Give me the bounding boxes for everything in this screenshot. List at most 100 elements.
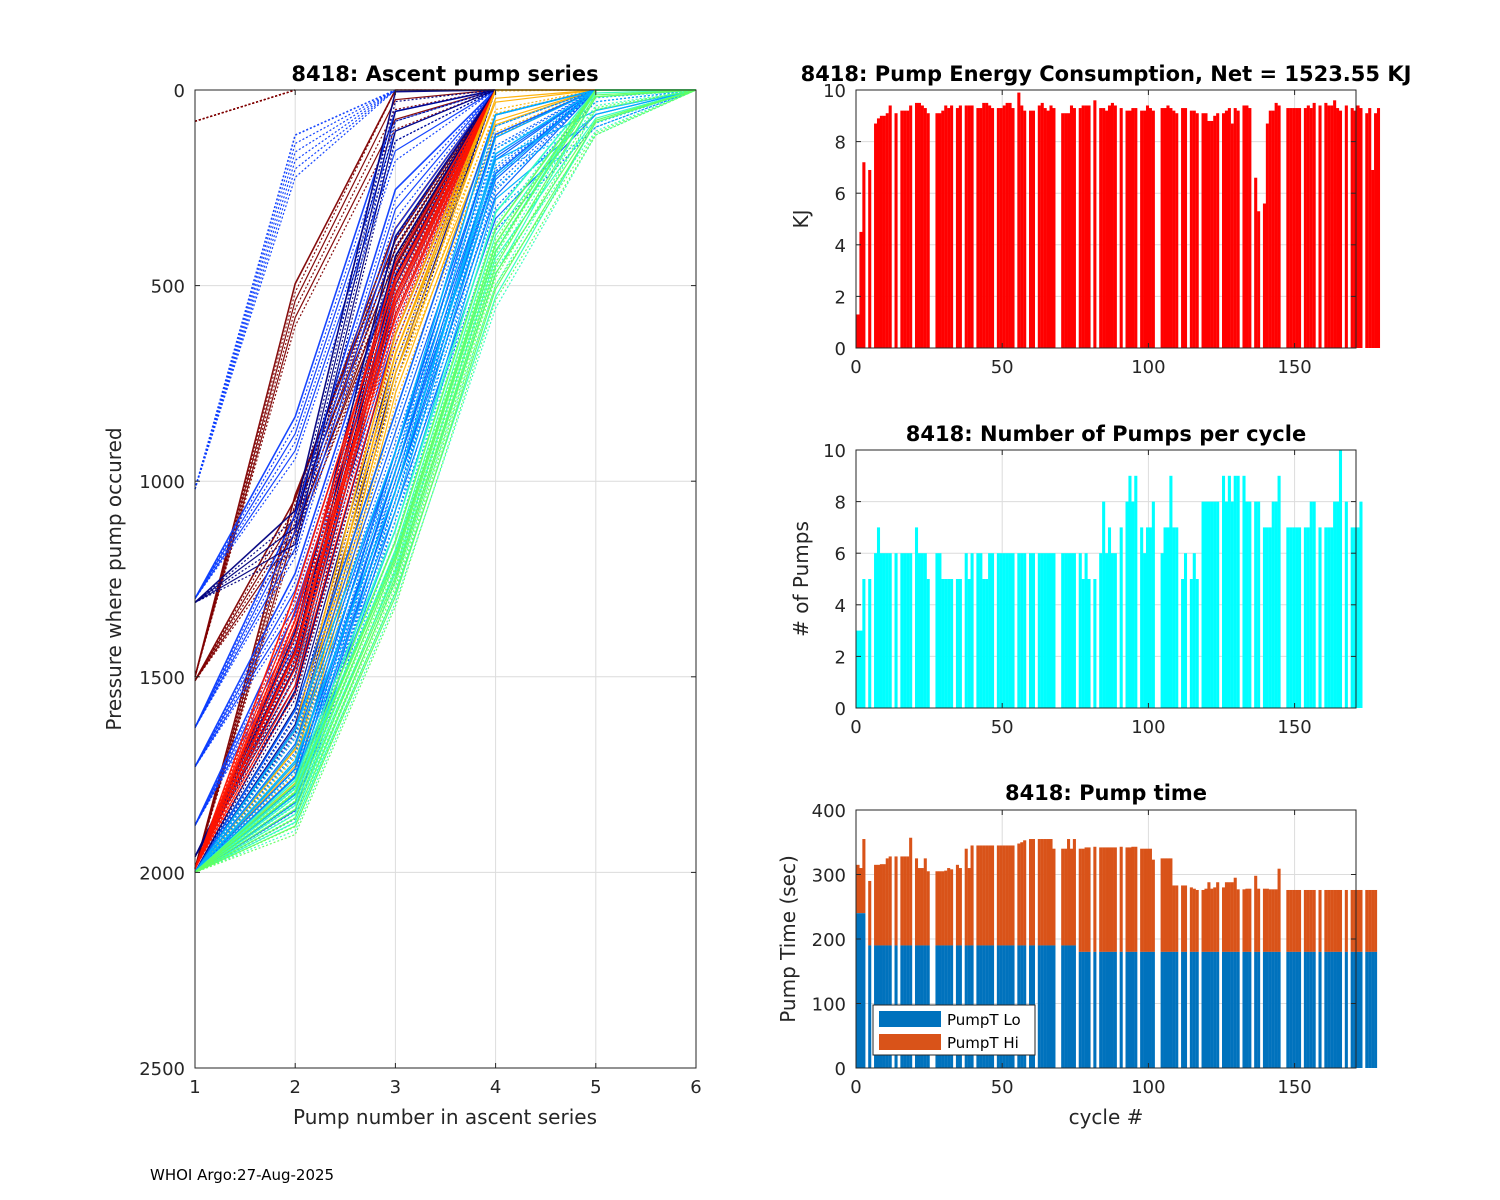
bar: [1192, 110, 1196, 348]
bar: [1350, 108, 1354, 348]
bar: [1289, 527, 1293, 708]
bar: [1271, 110, 1275, 348]
bar-pumpt-hi: [1169, 858, 1173, 952]
series-line-red-cycles: [194, 89, 497, 869]
bar: [1312, 501, 1316, 708]
bar-pumpt-lo: [1102, 951, 1106, 1068]
bar: [914, 102, 919, 349]
bar: [941, 110, 945, 348]
bar: [947, 108, 951, 348]
bar-pumpt-lo: [1107, 951, 1112, 1068]
bar: [1037, 105, 1041, 348]
bar: [1008, 553, 1012, 708]
y-tick-label: 300: [812, 866, 846, 887]
bar: [1005, 553, 1009, 708]
bar: [879, 115, 883, 348]
bar-pumpt-hi: [926, 871, 930, 946]
bar: [1227, 475, 1231, 708]
bar-pumpt-lo: [1061, 945, 1065, 1068]
bar-pumpt-lo: [1257, 951, 1261, 1068]
bar: [920, 105, 924, 348]
bar-pumpt-lo: [1078, 951, 1082, 1068]
bar: [1017, 553, 1021, 708]
bar-pumpt-hi: [1306, 889, 1310, 952]
bar: [1189, 579, 1193, 708]
bar: [1113, 553, 1117, 708]
number-of-pumps-chart: 0 50 100 150 0 2 4 6 8 10 8418: Number of Pumps p…: [789, 422, 1363, 738]
bar: [1333, 501, 1337, 708]
bar: [1324, 527, 1328, 708]
series-line-red-cycles: [194, 89, 497, 869]
x-tick-label: 0: [850, 717, 861, 738]
bar-pumpt-hi: [979, 845, 983, 946]
bar-pumpt-lo: [1069, 945, 1074, 1068]
bar-pumpt-lo: [1333, 951, 1337, 1068]
series-line-red-cycles: [194, 89, 497, 869]
bar: [920, 553, 924, 708]
bar: [909, 105, 913, 348]
bar: [1221, 113, 1226, 348]
bar: [1359, 108, 1363, 348]
series-line-green: [194, 89, 697, 873]
bar: [1286, 108, 1290, 348]
bar: [976, 553, 980, 708]
bar: [1312, 102, 1316, 349]
bar: [856, 630, 860, 708]
series-line-red-cycles: [194, 89, 497, 869]
bar: [970, 553, 974, 708]
bar-pumpt-hi: [999, 845, 1003, 946]
series-line-light-blue: [194, 89, 697, 873]
bar: [996, 553, 1000, 708]
bar-pumpt-hi: [1303, 889, 1307, 952]
bar-pumpt-lo: [1072, 945, 1076, 1068]
bar-pumpt-hi: [1204, 888, 1208, 952]
bar: [1105, 110, 1109, 348]
bar: [1268, 527, 1272, 708]
bar-pumpt-lo: [1160, 951, 1164, 1068]
bar-pumpt-lo: [1204, 951, 1208, 1068]
bar: [1330, 105, 1334, 348]
bar-pumpt-lo: [1309, 951, 1313, 1068]
bar: [917, 553, 921, 708]
bar: [1078, 108, 1082, 348]
ascent-pump-series-chart: 1 2 3 4 5 6 0 500 1000 1500 2000 2500 8418: Ascent …: [102, 62, 702, 1129]
bar: [882, 553, 886, 708]
bar: [950, 105, 954, 348]
x-tick-label: 1: [189, 1077, 200, 1098]
bar-pumpt-hi: [1236, 889, 1240, 952]
bar: [1005, 102, 1009, 349]
x-tick-label: 150: [1277, 1077, 1311, 1098]
bar-pumpt-hi: [1309, 889, 1313, 952]
bar-pumpt-hi: [923, 858, 927, 946]
bar-pumpt-lo: [859, 913, 863, 1068]
bar: [1166, 105, 1170, 348]
bar-pumpt-hi: [970, 845, 974, 946]
bar: [1040, 102, 1044, 349]
bar: [1254, 501, 1258, 708]
bar: [964, 553, 968, 708]
bar: [1318, 105, 1322, 348]
bar-pumpt-lo: [1286, 951, 1290, 1068]
bar-pumpt-lo: [1213, 951, 1217, 1068]
bar: [900, 553, 904, 708]
bar: [1271, 501, 1275, 708]
bar-pumpt-lo: [1110, 951, 1114, 1068]
bar-pumpt-lo: [1040, 945, 1044, 1068]
x-tick-label: 4: [490, 1077, 501, 1098]
bar-pumpt-hi: [1102, 847, 1106, 952]
bar: [1049, 553, 1053, 708]
bar-pumpt-hi: [991, 845, 995, 946]
bar: [1233, 475, 1237, 708]
chart-title: 8418: Pump Energy Consumption, Net = 152…: [801, 62, 1412, 86]
bar-pumpt-lo: [1318, 951, 1322, 1068]
bar-pumpt-hi: [862, 839, 866, 914]
bar: [1336, 501, 1340, 708]
bar-pumpt-lo: [1131, 951, 1135, 1068]
bar: [944, 105, 948, 348]
bar-pumpt-lo: [1254, 951, 1258, 1068]
bar: [1084, 553, 1088, 708]
y-tick-label: 8: [835, 133, 846, 154]
bar: [1356, 527, 1360, 708]
bar-pumpt-hi: [1069, 848, 1074, 946]
bar: [856, 314, 860, 348]
